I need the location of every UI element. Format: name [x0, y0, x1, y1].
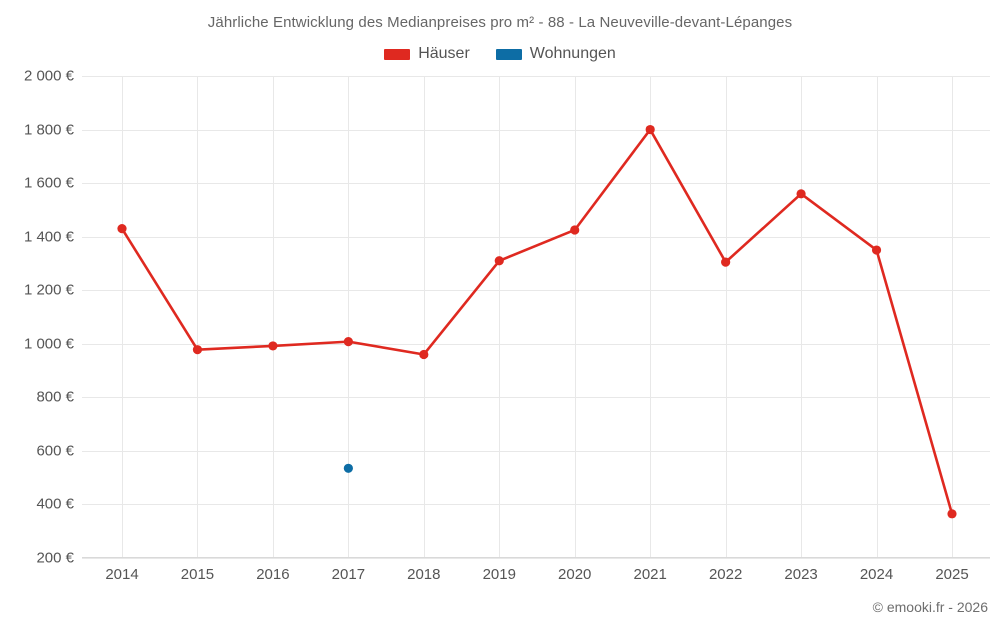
gridline-horizontal [82, 397, 990, 399]
y-axis-labels: 2 000 € 1 800 € 1 600 € 1 400 € 1 200 € 1 000… [0, 68, 74, 567]
series-layer [117, 124, 957, 519]
legend-item-wohnungen[interactable]: Wohnungen [495, 45, 616, 63]
gridline-vertical [122, 76, 123, 558]
y-axis-tick-label: 1 400 € [23, 228, 74, 246]
gridline-vertical [876, 76, 878, 558]
y-axis-tick-label: 200 € [36, 549, 74, 567]
legend-item-hauser[interactable]: Häuser [384, 45, 470, 63]
x-axis-tick-label: 2014 [105, 566, 139, 583]
gridline-horizontal [82, 129, 990, 131]
data-point[interactable] [494, 256, 504, 266]
chart-title: Jährliche Entwicklung des Medianpreises … [207, 14, 793, 31]
y-axis-tick-label: 1 600 € [23, 174, 74, 192]
x-axis-tick-label: 2017 [331, 566, 366, 583]
gridline-vertical [272, 76, 274, 558]
x-axis-tick-label: 2022 [708, 566, 743, 583]
series-line-hauser [120, 128, 954, 516]
x-axis-tick-label: 2019 [482, 566, 516, 583]
data-point[interactable] [117, 224, 127, 234]
chart-legend: Häuser Wohnungen [0, 45, 1000, 63]
gridline-vertical [499, 76, 501, 558]
x-axis-labels: 2014 2015 2016 2017 2018 2019 2020 2021 2022 2023… [82, 566, 990, 588]
y-axis-tick-label: 2 000 € [23, 67, 74, 85]
data-point[interactable] [570, 225, 580, 235]
legend-swatch-hauser [384, 48, 411, 60]
gridline-horizontal [82, 558, 990, 559]
gridline-horizontal [82, 183, 990, 185]
gridline-vertical [725, 76, 727, 558]
data-point[interactable] [721, 257, 731, 267]
gridline-horizontal [82, 290, 990, 292]
legend-swatch-wohnungen [495, 48, 522, 60]
x-axis-line [82, 557, 990, 558]
gridline-horizontal [82, 504, 990, 506]
data-point[interactable] [796, 189, 806, 199]
gridline-vertical [574, 76, 576, 558]
y-axis-tick-label: 400 € [36, 495, 74, 513]
y-axis-tick-label: 600 € [36, 442, 74, 460]
x-axis-tick-label: 2024 [859, 566, 894, 583]
data-point[interactable] [192, 345, 203, 355]
gridline-horizontal [82, 450, 990, 452]
gridline-vertical [801, 76, 803, 558]
gridline-vertical [952, 76, 953, 558]
gridline-horizontal [82, 236, 990, 238]
gridline-horizontal [82, 76, 990, 77]
gridline-vertical [197, 76, 199, 558]
x-axis-tick-label: 2020 [558, 566, 592, 583]
data-point[interactable] [343, 463, 353, 473]
gridline-vertical [348, 76, 350, 558]
data-point[interactable] [947, 509, 957, 519]
data-point[interactable] [419, 349, 429, 360]
legend-label-wohnungen: Wohnungen [529, 45, 616, 62]
x-axis-tick-label: 2023 [784, 566, 818, 583]
x-axis-tick-label: 2025 [935, 566, 969, 583]
gridline-vertical [423, 76, 425, 558]
y-axis-tick-label: 800 € [36, 388, 74, 406]
y-axis-tick-label: 1 200 € [23, 281, 74, 299]
legend-label-hauser: Häuser [418, 45, 470, 62]
plot-area [82, 76, 990, 559]
y-axis-tick-label: 1 000 € [23, 335, 74, 353]
gridline-horizontal [82, 343, 990, 345]
copyright-credit: © emooki.fr - 2026 [872, 599, 988, 615]
gridline-vertical [650, 76, 652, 558]
x-axis-tick-label: 2016 [256, 566, 290, 583]
x-axis-tick-label: 2015 [180, 566, 215, 583]
y-axis-tick-label: 1 800 € [23, 121, 74, 139]
data-point[interactable] [343, 337, 353, 347]
data-point[interactable] [268, 341, 278, 351]
x-axis-tick-label: 2018 [407, 566, 441, 583]
data-point[interactable] [871, 245, 882, 255]
x-axis-tick-label: 2021 [633, 566, 667, 583]
data-point[interactable] [645, 124, 655, 135]
